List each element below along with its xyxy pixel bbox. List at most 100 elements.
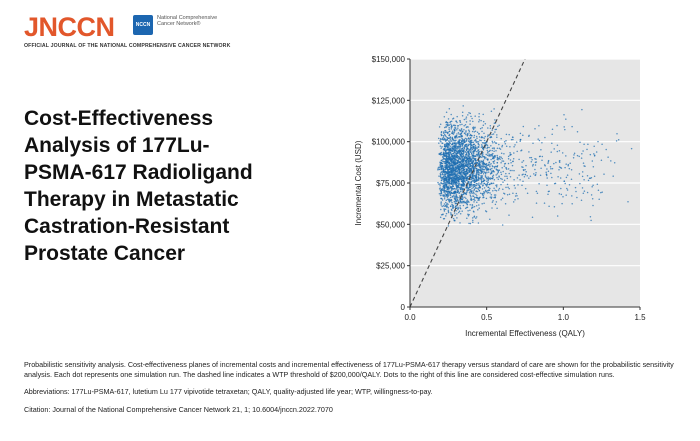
scatter-point — [486, 170, 488, 172]
scatter-point — [472, 120, 474, 123]
scatter-point — [455, 150, 457, 152]
scatter-point — [616, 133, 618, 135]
scatter-point — [482, 153, 484, 155]
scatter-point — [443, 169, 445, 172]
scatter-point — [468, 148, 470, 150]
scatter-point — [464, 175, 467, 177]
scatter-point — [471, 185, 473, 187]
scatter-point — [443, 196, 446, 198]
caption-description: Probabilistic sensitivity analysis. Cost… — [24, 360, 674, 379]
scatter-point — [439, 138, 442, 140]
scatter-point — [500, 152, 503, 155]
scatter-point — [519, 178, 521, 181]
scatter-point — [547, 190, 550, 193]
scatter-point — [463, 168, 466, 171]
scatter-point — [550, 167, 552, 170]
scatter-point — [465, 162, 468, 164]
scatter-point — [440, 192, 442, 194]
scatter-point — [522, 125, 525, 128]
scatter-point — [482, 178, 485, 180]
scatter-point — [462, 160, 465, 163]
scatter-point — [478, 189, 481, 192]
caption-abbreviations: Abbreviations: 177Lu-PSMA-617, lutetium … — [24, 387, 433, 396]
scatter-point — [475, 177, 478, 180]
scatter-point — [445, 126, 447, 129]
scatter-point — [473, 205, 476, 208]
scatter-point — [564, 166, 566, 169]
scatter-point — [489, 124, 492, 127]
scatter-point — [490, 196, 493, 198]
scatter-point — [455, 120, 458, 122]
scatter-point — [627, 201, 629, 203]
scatter-point — [469, 209, 471, 211]
scatter-point — [500, 162, 502, 164]
scatter-point — [520, 149, 523, 151]
scatter-point — [551, 176, 553, 179]
scatter-point — [486, 149, 489, 152]
scatter-point — [460, 143, 463, 145]
scatter-point — [444, 205, 446, 208]
scatter-point — [444, 183, 447, 186]
scatter-point — [506, 175, 508, 178]
scatter-point — [465, 202, 468, 205]
scatter-point — [452, 167, 454, 169]
scatter-point — [440, 197, 442, 200]
scatter-point — [479, 161, 481, 164]
scatter-point — [461, 180, 463, 183]
scatter-point — [465, 179, 468, 182]
scatter-point — [470, 158, 473, 161]
scatter-point — [476, 194, 478, 197]
scatter-point — [442, 176, 445, 179]
scatter-point — [465, 149, 468, 151]
scatter-point — [447, 209, 450, 212]
scatter-point — [456, 156, 459, 159]
scatter-point — [462, 173, 464, 175]
scatter-point — [534, 174, 536, 177]
scatter-point — [470, 196, 472, 198]
y-tick-label: $50,000 — [376, 220, 405, 229]
scatter-point — [466, 135, 469, 137]
scatter-point — [454, 164, 456, 166]
scatter-point — [454, 160, 457, 162]
scatter-point — [476, 190, 479, 193]
scatter-point — [464, 164, 467, 166]
scatter-point — [499, 156, 501, 158]
scatter-point — [450, 162, 452, 165]
scatter-point — [559, 177, 562, 179]
scatter-point — [459, 150, 461, 152]
scatter-point — [455, 188, 457, 190]
scatter-point — [484, 135, 486, 138]
scatter-point — [446, 182, 448, 184]
title-line: Castration-Resistant — [24, 215, 230, 238]
scatter-point — [473, 139, 476, 142]
scatter-point — [473, 211, 475, 213]
scatter-point — [471, 178, 474, 180]
scatter-point — [571, 125, 573, 128]
scatter-point — [489, 196, 492, 198]
y-axis-label: Incremental Cost (USD) — [354, 140, 363, 225]
scatter-point — [474, 127, 476, 129]
scatter-point — [511, 136, 514, 138]
scatter-point — [470, 115, 472, 118]
scatter-point — [496, 134, 498, 136]
scatter-point — [445, 193, 447, 196]
scatter-point — [468, 191, 471, 193]
scatter-point — [453, 130, 456, 132]
scatter-point — [477, 162, 479, 165]
scatter-point — [477, 184, 480, 186]
scatter-point — [535, 161, 538, 163]
scatter-point — [497, 189, 500, 191]
scatter-point — [538, 139, 541, 142]
scatter-point — [449, 156, 452, 158]
scatter-point — [508, 172, 510, 175]
scatter-point — [507, 155, 510, 158]
scatter-point — [446, 173, 449, 175]
scatter-point — [443, 155, 446, 157]
scatter-point — [528, 135, 530, 137]
scatter-point — [445, 177, 447, 180]
scatter-point — [481, 145, 484, 147]
scatter-point — [442, 158, 444, 161]
scatter-point — [451, 132, 454, 135]
scatter-point — [509, 159, 512, 161]
scatter-point — [497, 169, 499, 172]
